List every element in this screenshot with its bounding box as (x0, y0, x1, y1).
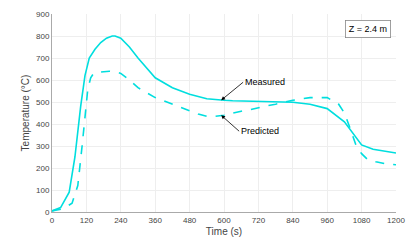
svg-text:0: 0 (45, 208, 50, 217)
svg-text:360: 360 (149, 216, 163, 225)
svg-text:960: 960 (321, 216, 335, 225)
svg-text:Measured: Measured (245, 77, 285, 87)
svg-text:1080: 1080 (353, 216, 371, 225)
svg-text:900: 900 (36, 10, 50, 19)
svg-text:100: 100 (36, 186, 50, 195)
svg-text:500: 500 (36, 98, 50, 107)
svg-text:700: 700 (36, 54, 50, 63)
svg-text:400: 400 (36, 120, 50, 129)
svg-text:Time (s): Time (s) (206, 226, 242, 237)
svg-text:300: 300 (36, 142, 50, 151)
svg-text:Z = 2.4 m: Z = 2.4 m (349, 24, 387, 34)
svg-text:1200: 1200 (387, 216, 405, 225)
svg-text:480: 480 (183, 216, 197, 225)
svg-text:800: 800 (36, 32, 50, 41)
svg-text:840: 840 (286, 216, 300, 225)
svg-text:Temperature (°C): Temperature (°C) (20, 75, 31, 152)
svg-text:240: 240 (114, 216, 128, 225)
svg-text:120: 120 (80, 216, 94, 225)
svg-text:720: 720 (252, 216, 266, 225)
svg-text:600: 600 (36, 76, 50, 85)
svg-text:200: 200 (36, 164, 50, 173)
svg-text:Predicted: Predicted (241, 126, 279, 136)
svg-text:600: 600 (217, 216, 231, 225)
svg-text:0: 0 (50, 216, 55, 225)
